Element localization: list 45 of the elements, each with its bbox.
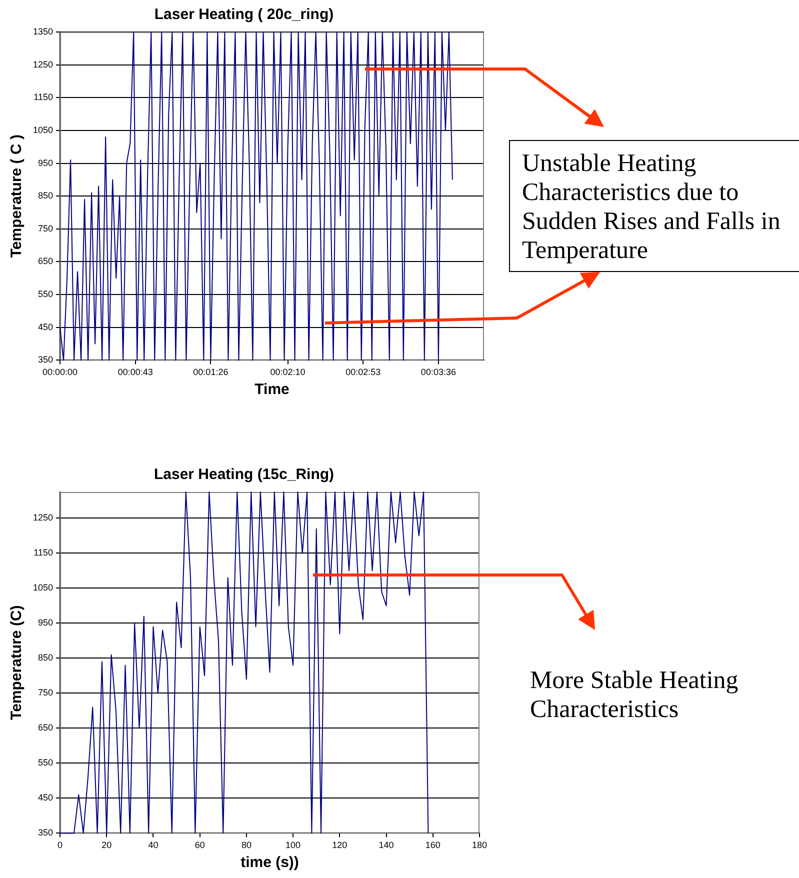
y-tick-label: 850: [38, 190, 54, 201]
x-tick-label: 00:02:53: [346, 367, 381, 378]
y-tick-label: 950: [38, 618, 54, 628]
x-tick-label: 40: [148, 840, 158, 850]
y-tick-label: 950: [38, 158, 54, 168]
chart-title: Laser Heating ( 20c_ring): [154, 6, 334, 24]
y-tick-label: 1150: [34, 92, 54, 102]
text: Unstable Heating Characteristics due to Sudden Rises and Falls in Temperature: [509, 140, 799, 272]
y-tick-label: 750: [38, 223, 54, 234]
x-tick-label: 00:01:26: [193, 367, 228, 378]
y-tick-label: 1050: [32, 582, 54, 593]
x-tick-label: 100: [286, 840, 301, 850]
x-tick-label: 120: [332, 840, 348, 850]
x-tick-label: 80: [241, 840, 252, 850]
x-tick-label: 00:00:00: [42, 367, 78, 378]
x-tick-label: 180: [472, 840, 488, 850]
chart-title: Laser Heating (15c_Ring): [154, 466, 334, 484]
y-tick-label: 550: [38, 289, 54, 300]
y-axis-title: Temperature ( C ): [8, 134, 26, 258]
y-tick-label: 1150: [34, 548, 54, 558]
y-tick-label: 1350: [32, 26, 54, 36]
y-tick-label: 450: [38, 322, 54, 332]
x-axis-title: time (s)): [240, 854, 299, 872]
x-tick-label: 60: [194, 840, 205, 850]
y-tick-label: 550: [38, 758, 54, 768]
x-axis-title: Time: [254, 381, 290, 398]
y-tick-label: 650: [38, 722, 54, 733]
x-tick-label: 00:03:36: [420, 367, 456, 378]
x-tick-label: 00:02:10: [270, 367, 306, 378]
x-tick-label: 20: [102, 840, 112, 850]
y-tick-label: 350: [38, 354, 54, 365]
y-tick-label: 1250: [32, 59, 54, 70]
x-tick-label: 00:00:43: [118, 367, 153, 378]
x-tick-label: 140: [378, 840, 394, 850]
y-tick-label: 750: [38, 688, 54, 698]
y-tick-label: 450: [38, 792, 54, 803]
y-tick-label: 350: [38, 828, 54, 838]
x-tick-label: 160: [425, 840, 440, 850]
y-tick-label: 650: [38, 256, 54, 266]
text: More Stable Heating Characteristics: [518, 658, 799, 730]
y-axis-title: Temperature (C): [8, 605, 26, 720]
y-tick-label: 850: [38, 652, 54, 663]
y-tick-label: 1250: [32, 512, 54, 523]
x-tick-label: 0: [58, 840, 63, 850]
y-tick-label: 1050: [32, 124, 54, 135]
